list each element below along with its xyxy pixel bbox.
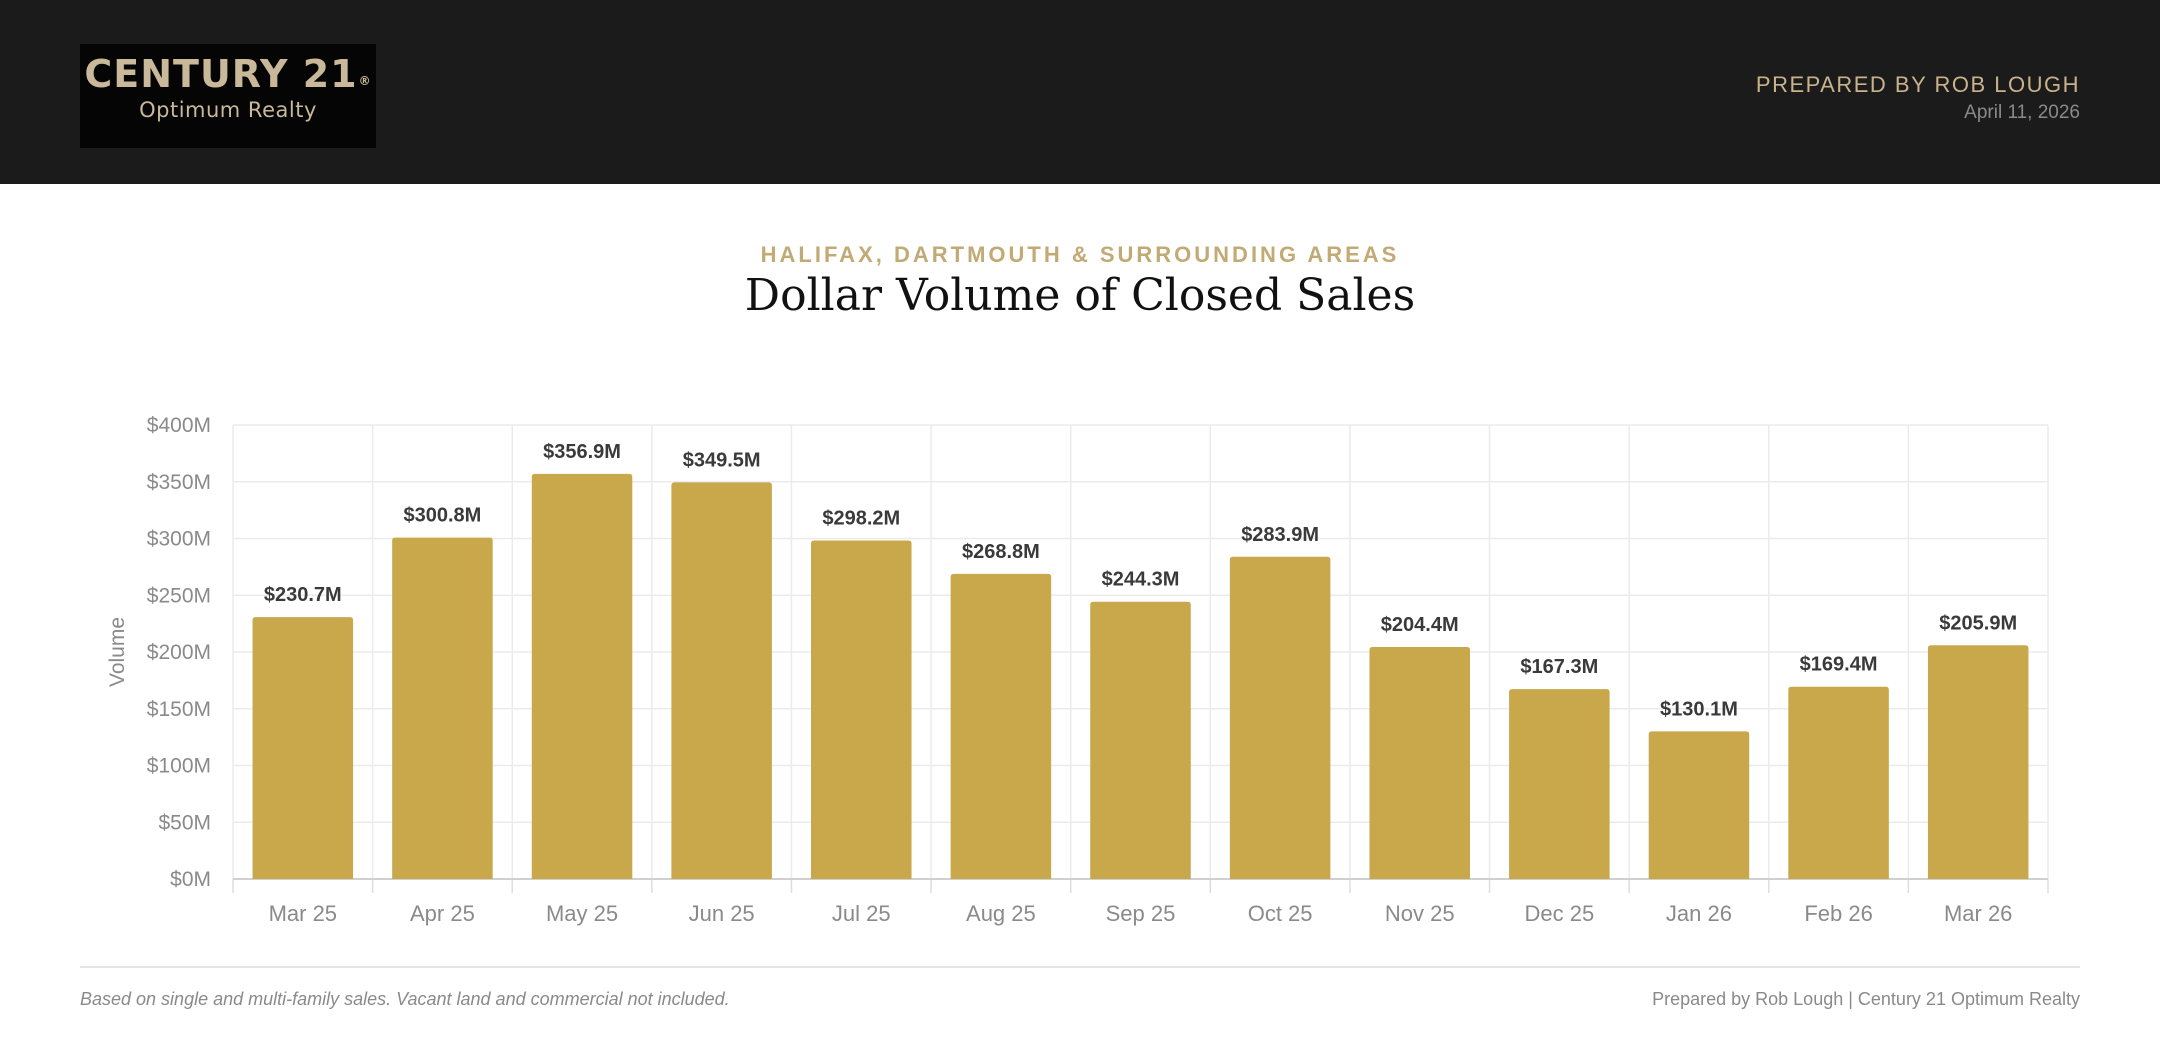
bar-chart: $0M $50M $100M $150M $200M $250M $300M $350M $40…: [106, 414, 2049, 926]
bar: [1509, 689, 1610, 879]
registered-mark-icon: ®: [358, 74, 372, 88]
y-tick-label: $200M: [147, 641, 211, 664]
x-tick-label: Feb 26: [1804, 901, 1873, 926]
data-label: $300.8M: [404, 505, 482, 527]
y-tick-label: $400M: [147, 414, 211, 437]
footnote: Based on single and multi-family sales. …: [80, 989, 730, 1009]
x-tick-label: Mar 26: [1944, 901, 2012, 926]
bar: [531, 473, 633, 879]
logo-office: Optimum Realty: [139, 98, 317, 122]
bar: [1090, 601, 1191, 879]
chart-title: Dollar Volume of Closed Sales: [744, 270, 1416, 321]
y-tick-label: $150M: [147, 698, 211, 721]
footer-divider: [80, 966, 2080, 968]
x-tick-label: Jan 26: [1666, 901, 1732, 926]
data-label: $130.1M: [1660, 698, 1738, 720]
century21-logo: CENTURY 21® Optimum Realty: [80, 44, 376, 148]
logo-brand: CENTURY 21®: [80, 52, 376, 96]
y-tick-label: $250M: [147, 584, 211, 607]
data-label: $230.7M: [264, 584, 342, 606]
bar: [1369, 647, 1470, 879]
data-label: $204.4M: [1381, 614, 1459, 636]
y-tick-label: $50M: [158, 811, 211, 834]
x-tick-label: May 25: [546, 901, 618, 926]
x-tick-label: Sep 25: [1106, 901, 1176, 926]
bar: [811, 540, 912, 879]
data-label: $169.4M: [1800, 654, 1878, 676]
data-label: $205.9M: [1939, 612, 2017, 634]
x-tick-label: Dec 25: [1524, 901, 1594, 926]
y-axis-title: Volume: [106, 617, 129, 687]
x-tick-label: Oct 25: [1248, 901, 1313, 926]
data-label: $268.8M: [962, 541, 1040, 563]
bar: [1927, 645, 2029, 879]
bar: [392, 537, 493, 879]
prepared-by-label: PREPARED BY ROB LOUGH: [1755, 72, 2080, 97]
x-tick-label: Mar 25: [269, 901, 337, 926]
bar: [1648, 731, 1750, 879]
y-tick-label: $0M: [170, 868, 211, 891]
x-tick-label: Nov 25: [1385, 901, 1455, 926]
bar: [252, 617, 354, 879]
y-tick-label: $300M: [147, 528, 211, 551]
bar: [1229, 556, 1331, 879]
data-label: $356.9M: [543, 441, 621, 463]
report-header: CENTURY 21® Optimum Realty PREPARED BY R…: [0, 0, 2160, 184]
bar: [950, 573, 1052, 879]
chart-subtitle: HALIFAX, DARTMOUTH & SURROUNDING AREAS: [760, 242, 1400, 267]
bar: [671, 482, 772, 879]
logo-brand-text: CENTURY 21: [84, 52, 358, 96]
footer-credit: Prepared by Rob Lough | Century 21 Optim…: [1652, 989, 2080, 1009]
x-tick-label: Apr 25: [410, 901, 475, 926]
x-tick-label: Aug 25: [966, 901, 1036, 926]
bar: [1788, 686, 1889, 879]
data-label: $167.3M: [1520, 656, 1598, 678]
data-label: $283.9M: [1241, 524, 1319, 546]
data-label: $298.2M: [822, 508, 900, 530]
x-tick-label: Jun 25: [689, 901, 755, 926]
data-label: $244.3M: [1102, 569, 1180, 591]
data-label: $349.5M: [683, 449, 761, 471]
report-date: April 11, 2026: [1964, 102, 2080, 123]
y-tick-label: $100M: [147, 755, 211, 778]
y-tick-label: $350M: [147, 471, 211, 494]
x-tick-label: Jul 25: [832, 901, 891, 926]
